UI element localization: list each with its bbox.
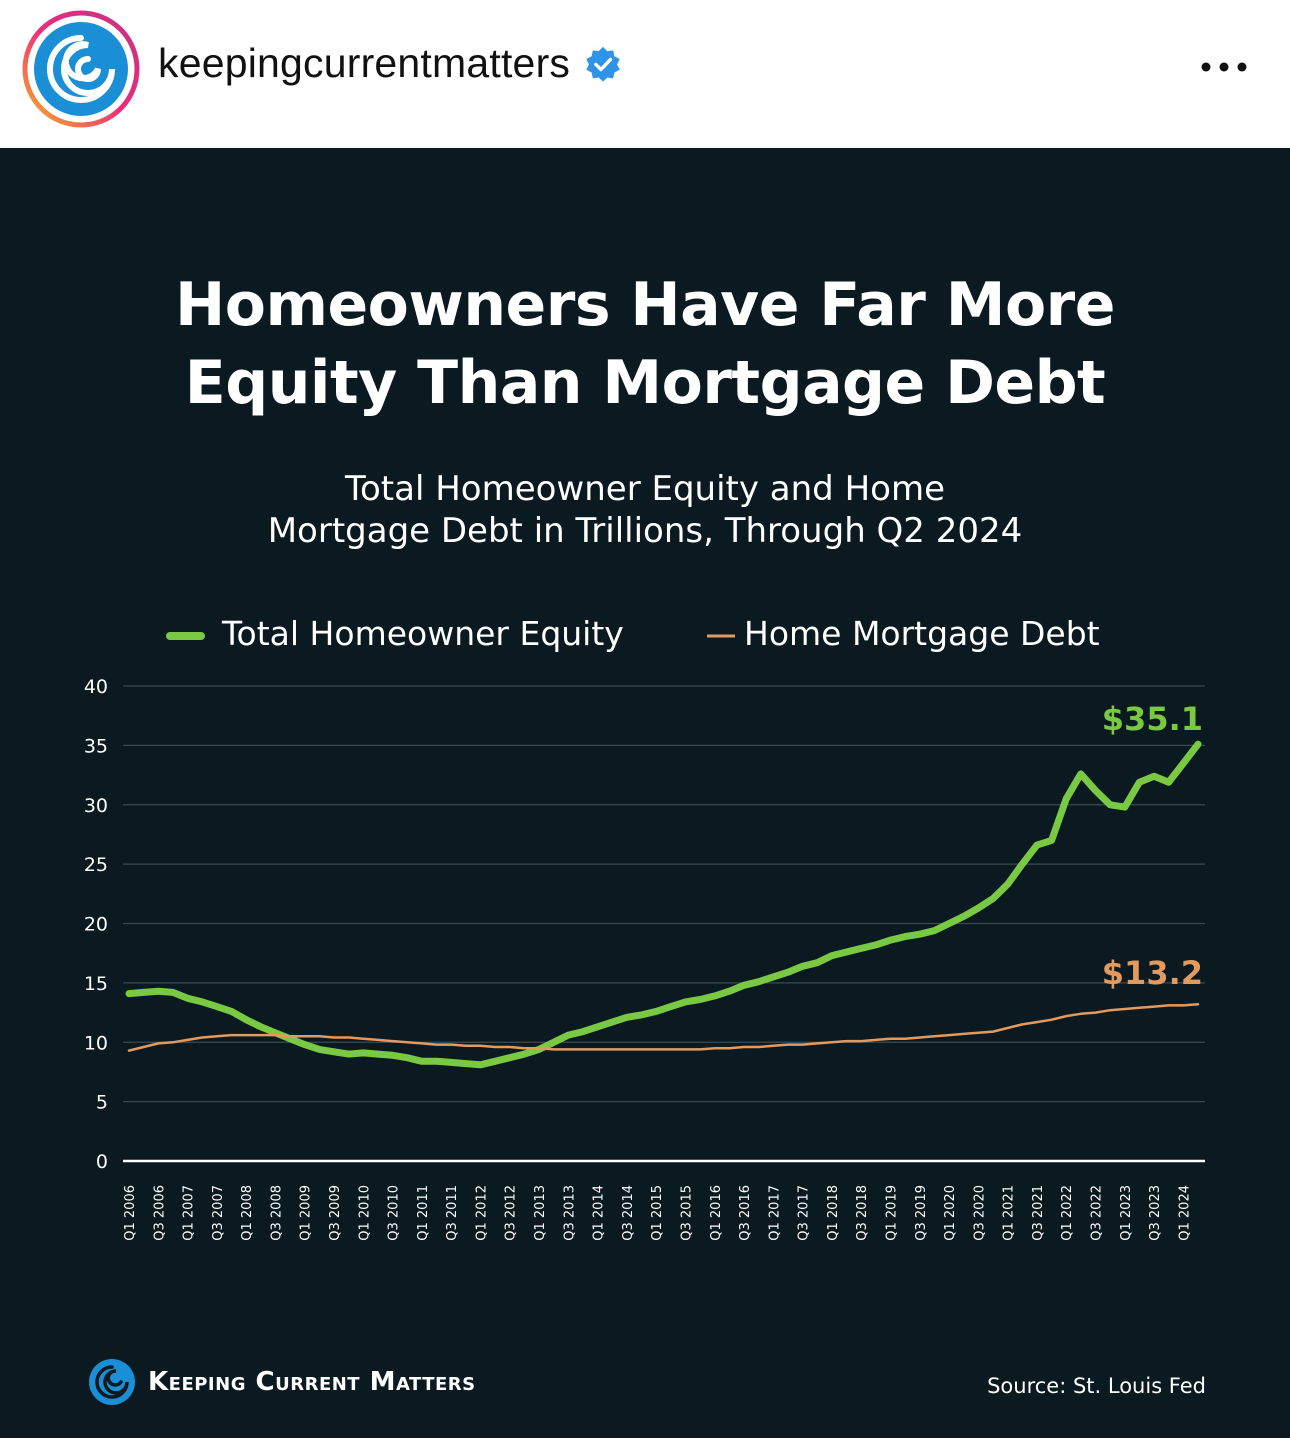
brand-swirl-icon <box>89 1359 135 1405</box>
x-tick-label: Q1 2012 <box>474 1185 489 1241</box>
x-tick-label: Q3 2020 <box>972 1185 987 1241</box>
post-header: keepingcurrentmatters <box>0 0 1290 148</box>
x-tick-label: Q1 2017 <box>767 1185 782 1241</box>
x-tick-label: Q3 2009 <box>328 1185 343 1241</box>
x-tick-label: Q1 2018 <box>826 1185 841 1241</box>
x-tick-label: Q1 2024 <box>1177 1185 1192 1241</box>
username[interactable]: keepingcurrentmatters <box>158 40 571 86</box>
chart-title-line-2: Equity Than Mortgage Debt <box>184 348 1106 418</box>
verified-badge-icon <box>586 46 620 82</box>
x-tick-label: Q3 2007 <box>211 1185 226 1241</box>
x-tick-label: Q1 2008 <box>240 1185 255 1241</box>
x-tick-label: Q3 2023 <box>1148 1185 1163 1241</box>
y-tick-label: 40 <box>84 676 108 698</box>
chart-subtitle-line-2: Mortgage Debt in Trillions, Through Q2 2… <box>267 511 1023 551</box>
x-tick-label: Q3 2013 <box>562 1185 577 1241</box>
equity-end-label: $35.1 <box>1102 700 1203 738</box>
x-tick-label: Q1 2023 <box>1119 1185 1134 1241</box>
x-tick-label: Q1 2006 <box>123 1185 138 1241</box>
x-tick-label: Q1 2011 <box>416 1185 431 1241</box>
x-tick-label: Q1 2022 <box>1060 1185 1075 1241</box>
x-tick-label: Q3 2008 <box>269 1185 284 1241</box>
avatar[interactable] <box>22 10 140 128</box>
x-tick-label: Q3 2019 <box>914 1185 929 1241</box>
chart-subtitle: Total Homeowner Equity and Home Mortgage… <box>0 468 1290 552</box>
x-tick-label: Q1 2009 <box>299 1185 314 1241</box>
brand-name: Keeping Current Matters <box>148 1367 476 1397</box>
debt-end-label: $13.2 <box>1102 954 1203 992</box>
x-tick-label: Q1 2015 <box>650 1185 665 1241</box>
y-tick-label: 20 <box>84 914 108 936</box>
chart-title: Homeowners Have Far More Equity Than Mor… <box>0 266 1290 422</box>
legend-label-equity: Total Homeowner Equity <box>221 614 624 653</box>
x-tick-label: Q3 2021 <box>1031 1185 1046 1241</box>
chart-subtitle-line-1: Total Homeowner Equity and Home <box>345 469 945 509</box>
x-tick-label: Q3 2018 <box>855 1185 870 1241</box>
x-tick-label: Q1 2016 <box>709 1185 724 1241</box>
post-image: Homeowners Have Far More Equity Than Mor… <box>0 148 1290 1438</box>
x-tick-label: Q1 2013 <box>533 1185 548 1241</box>
x-tick-label: Q3 2022 <box>1089 1185 1104 1241</box>
y-tick-label: 0 <box>96 1151 108 1173</box>
x-tick-label: Q3 2017 <box>797 1185 812 1241</box>
legend-label-debt: Home Mortgage Debt <box>744 614 1100 653</box>
y-tick-label: 10 <box>84 1032 108 1054</box>
x-tick-label: Q1 2019 <box>884 1185 899 1241</box>
x-tick-label: Q1 2010 <box>357 1185 372 1241</box>
x-tick-label: Q3 2012 <box>504 1185 519 1241</box>
y-tick-label: 5 <box>96 1092 108 1114</box>
x-tick-label: Q3 2006 <box>152 1185 167 1241</box>
x-tick-label: Q1 2020 <box>943 1185 958 1241</box>
series-line-debt <box>127 1003 1200 1052</box>
line-chart: 0 5 10 15 20 25 30 35 40 Q1 2006 Q3 2006 Q1 2007 Q3 … <box>84 614 1205 1241</box>
x-tick-label: Q1 2007 <box>182 1185 197 1241</box>
y-tick-label: 25 <box>84 854 108 876</box>
y-tick-label: 15 <box>84 973 108 995</box>
source-note: Source: St. Louis Fed <box>987 1374 1206 1398</box>
x-tick-label: Q1 2014 <box>592 1185 607 1241</box>
x-tick-label: Q3 2010 <box>387 1185 402 1241</box>
x-tick-label: Q3 2015 <box>679 1185 694 1241</box>
series-line-equity <box>125 740 1202 1069</box>
y-tick-label: 30 <box>84 795 108 817</box>
x-tick-label: Q1 2021 <box>1002 1185 1017 1241</box>
y-tick-label: 35 <box>84 735 108 757</box>
x-tick-label: Q3 2014 <box>621 1185 636 1241</box>
x-tick-label: Q3 2016 <box>738 1185 753 1241</box>
x-tick-label: Q3 2011 <box>445 1185 460 1241</box>
brand-logo: Keeping Current Matters <box>88 1358 476 1406</box>
username-row: keepingcurrentmatters <box>158 40 622 87</box>
chart-title-line-1: Homeowners Have Far More <box>175 270 1115 340</box>
more-dots-icon[interactable] <box>1196 56 1252 78</box>
